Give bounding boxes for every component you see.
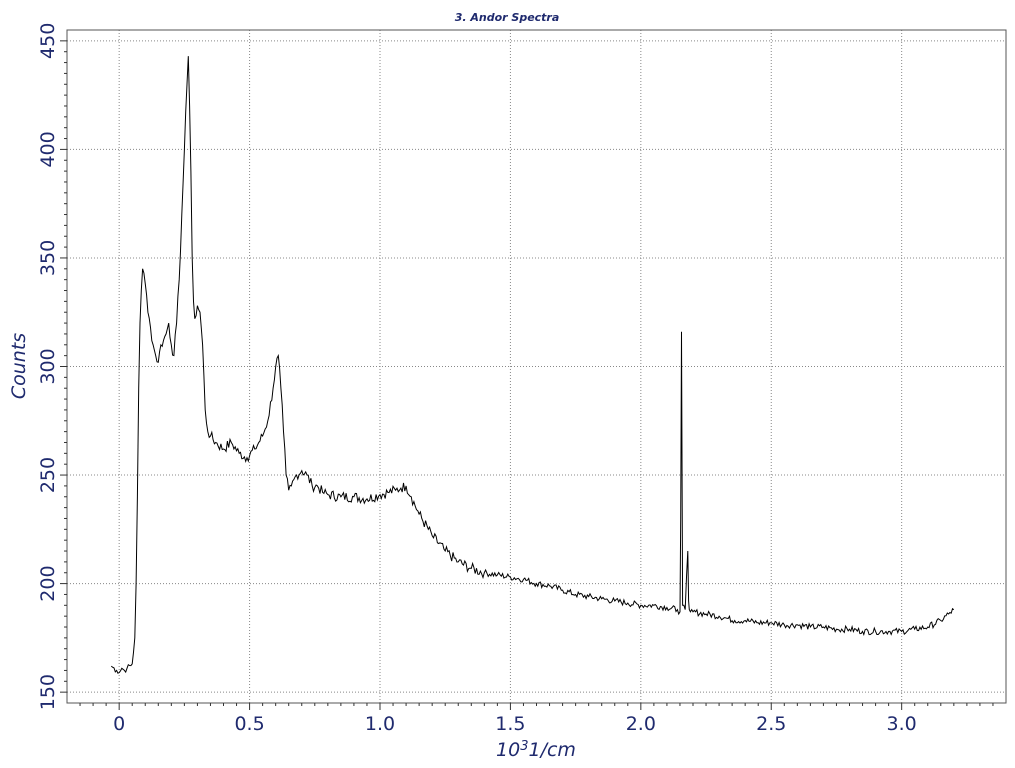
y-tick-label: 300 <box>37 348 59 384</box>
x-tick-label: 0 <box>113 713 125 735</box>
x-axis-label-rest: 1/cm <box>529 739 576 761</box>
x-tick-label: 2.0 <box>626 713 656 735</box>
x-axis-label-main: 10 <box>496 739 520 761</box>
y-tick-label: 150 <box>37 674 59 710</box>
y-tick-label: 200 <box>37 565 59 601</box>
x-tick-label: 1.0 <box>365 713 395 735</box>
axis-ticks <box>60 40 994 710</box>
x-axis-label-sup: 3 <box>520 739 528 754</box>
chart-title: 3. Andor Spectra <box>455 11 560 24</box>
y-tick-label: 450 <box>37 23 59 59</box>
x-tick-label: 1.5 <box>495 713 525 735</box>
y-tick-label: 350 <box>37 240 59 276</box>
x-tick-label: 3.0 <box>887 713 917 735</box>
tick-labels: 0 0.5 1.0 1.5 2.0 2.5 3.0 150 200 250 300 350 400 450 <box>37 23 917 735</box>
x-axis-label: 1031/cm <box>496 739 576 761</box>
y-axis-label: Counts <box>8 333 30 399</box>
y-tick-label: 250 <box>37 457 59 493</box>
y-tick-label: 400 <box>37 131 59 167</box>
x-tick-label: 0.5 <box>234 713 264 735</box>
x-tick-label: 2.5 <box>756 713 786 735</box>
spectrum-line <box>110 56 955 674</box>
grid-lines <box>67 30 1006 703</box>
